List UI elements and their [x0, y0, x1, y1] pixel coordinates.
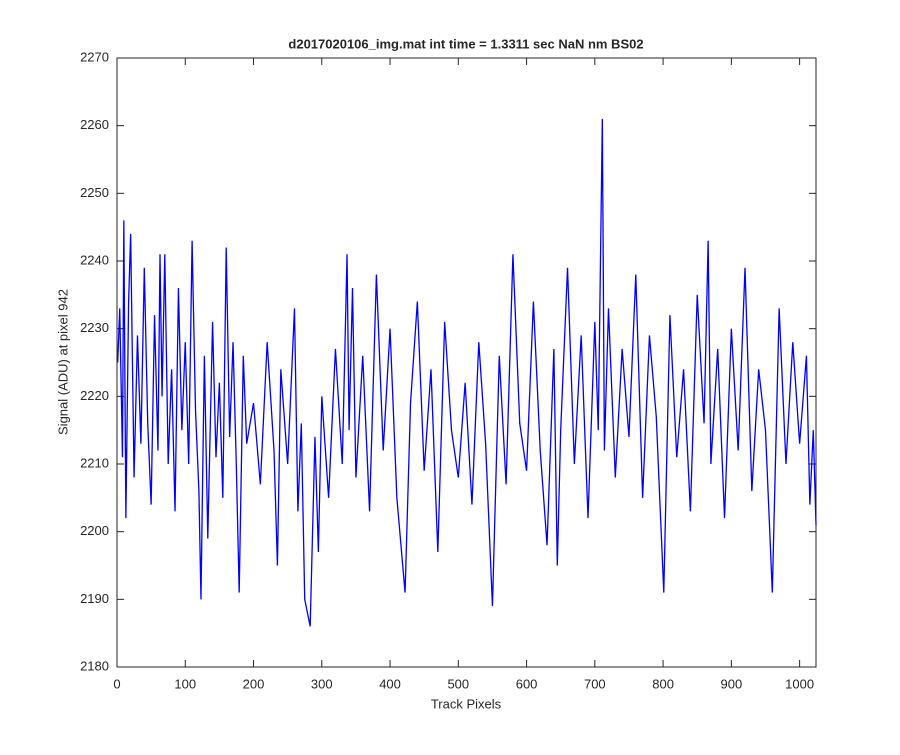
x-tick-label: 700	[584, 676, 606, 691]
y-tick-label: 2190	[80, 591, 109, 606]
y-tick-label: 2250	[80, 185, 109, 200]
y-tick-label: 2200	[80, 523, 109, 538]
y-tick-label: 2260	[80, 117, 109, 132]
y-tick-label: 2180	[80, 658, 109, 673]
y-tick-label: 2220	[80, 388, 109, 403]
y-tick-label: 2210	[80, 455, 109, 470]
chart-title: d2017020106_img.mat int time = 1.3311 se…	[288, 36, 643, 51]
plot-frame	[116, 57, 817, 668]
y-tick-label: 2240	[80, 252, 109, 267]
x-tick-label: 0	[113, 676, 120, 691]
x-tick-label: 400	[379, 676, 401, 691]
y-tick-label: 2230	[80, 320, 109, 335]
x-tick-label: 100	[174, 676, 196, 691]
x-tick-label: 1000	[785, 676, 814, 691]
y-axis-label: Signal (ADU) at pixel 942	[55, 289, 70, 435]
data-line	[117, 118, 817, 627]
x-tick-label: 200	[243, 676, 265, 691]
x-axis-label: Track Pixels	[431, 696, 502, 711]
x-tick-label: 500	[447, 676, 469, 691]
x-tick-label: 800	[652, 676, 674, 691]
x-tick-label: 600	[516, 676, 538, 691]
y-tick-label: 2270	[80, 49, 109, 64]
x-tick-label: 300	[311, 676, 333, 691]
x-tick-label: 900	[721, 676, 743, 691]
